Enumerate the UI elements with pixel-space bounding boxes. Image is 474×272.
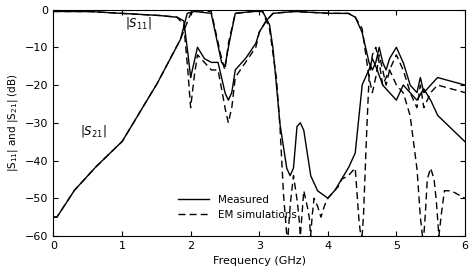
Y-axis label: |S$_{11}$| and |S$_{21}$| (dB): |S$_{11}$| and |S$_{21}$| (dB) (6, 73, 19, 172)
Text: $|S_{21}|$: $|S_{21}|$ (80, 123, 106, 139)
Legend: Measured, EM simulations: Measured, EM simulations (174, 190, 301, 224)
Text: $|S_{11}|$: $|S_{11}|$ (126, 15, 152, 31)
X-axis label: Frequency (GHz): Frequency (GHz) (213, 256, 306, 267)
